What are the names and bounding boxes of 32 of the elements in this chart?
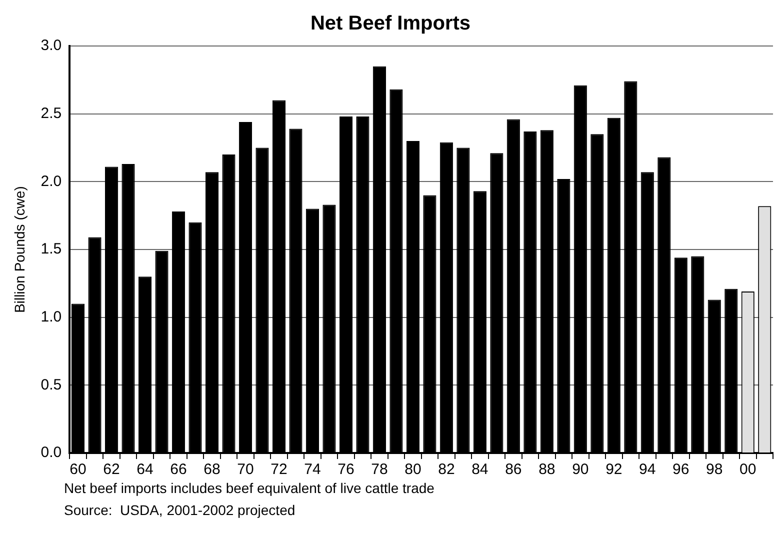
x-tick-label: 00 bbox=[740, 461, 756, 478]
x-tick-label: 94 bbox=[639, 461, 656, 478]
text: Net beef imports includes beef equivalent of live cattle trade bbox=[64, 480, 435, 496]
y-tick-label: 0.5 bbox=[40, 376, 62, 394]
y-tick-label: 3.0 bbox=[40, 37, 62, 54]
y-tick-label: 0.0 bbox=[40, 444, 62, 462]
x-tick-label: 84 bbox=[472, 461, 488, 478]
x-tick-label: 64 bbox=[136, 461, 154, 478]
x-tick-label: 70 bbox=[237, 461, 254, 478]
x-tick-label: 88 bbox=[538, 461, 556, 478]
x-tick-label: 78 bbox=[371, 461, 388, 478]
x-tick-label: 76 bbox=[338, 461, 354, 478]
x-tick-label: 74 bbox=[304, 461, 321, 478]
x-tick-label: 98 bbox=[706, 461, 723, 478]
x-tick-label: 72 bbox=[270, 461, 288, 478]
x-tick-label: 68 bbox=[204, 461, 220, 478]
source-note: Source: USDA, 2001-2002 projected bbox=[64, 502, 296, 518]
y-tick-label: 1.5 bbox=[40, 240, 62, 258]
x-tick-label: 60 bbox=[70, 461, 86, 478]
x-tick-label: 80 bbox=[404, 461, 422, 478]
x-tick-label: 96 bbox=[672, 461, 690, 478]
x-tick-label: 62 bbox=[103, 461, 120, 478]
x-tick-label: 86 bbox=[505, 461, 522, 478]
x-tick-label: 82 bbox=[438, 461, 455, 478]
x-tick-label: 92 bbox=[606, 461, 622, 478]
y-tick-label: 2.5 bbox=[40, 104, 62, 122]
y-tick-label: 2.0 bbox=[40, 172, 62, 190]
chart-title: Net Beef Imports bbox=[310, 12, 471, 35]
x-tick-label: 66 bbox=[170, 461, 187, 478]
y-axis-title: Billion Pounds (cwe) bbox=[11, 186, 28, 313]
x-tick-label: 90 bbox=[572, 461, 589, 478]
y-tick-label: 1.0 bbox=[40, 308, 62, 326]
